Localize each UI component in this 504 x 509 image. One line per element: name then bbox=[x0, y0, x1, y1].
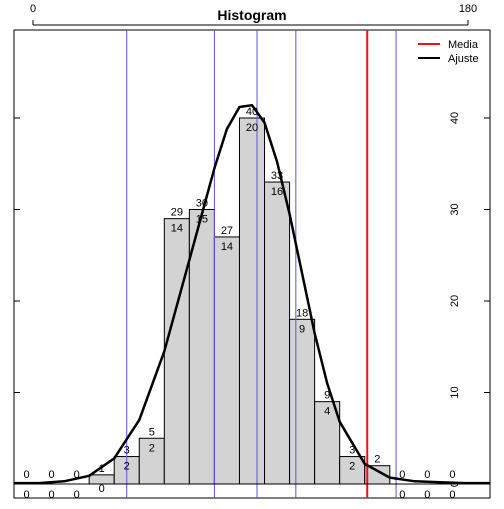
bar-count-sublabel: 0 bbox=[449, 489, 455, 501]
bar-count-label: 1 bbox=[99, 463, 105, 475]
histogram-bar bbox=[289, 318, 316, 485]
bar-count-sublabel: 15 bbox=[196, 214, 208, 226]
bar-count-sublabel: 20 bbox=[246, 122, 258, 134]
bar-count-label: 27 bbox=[221, 225, 233, 237]
bar-count-label: 0 bbox=[449, 469, 455, 481]
legend-label: Media bbox=[448, 39, 479, 51]
histogram-bar bbox=[264, 181, 291, 485]
bar-count-label: 0 bbox=[399, 469, 405, 481]
bar-count-label: 5 bbox=[149, 426, 155, 438]
bar-count-label: 0 bbox=[424, 469, 430, 481]
bar-count-label: 18 bbox=[296, 307, 308, 319]
legend-label: Ajuste bbox=[448, 53, 479, 65]
plot-frame bbox=[13, 29, 491, 499]
bar-count-label: 3 bbox=[124, 445, 130, 457]
bar-count-sublabel: 2 bbox=[149, 442, 155, 454]
bar-count-label: 3 bbox=[349, 445, 355, 457]
bar-count-sublabel: 0 bbox=[74, 489, 80, 501]
right-axis-tick-label: 40 bbox=[449, 112, 461, 124]
bar-count-sublabel: 0 bbox=[23, 489, 29, 501]
chart-title: Histogram bbox=[217, 7, 286, 23]
bar-count-label: 0 bbox=[49, 469, 55, 481]
bar-count-label: 40 bbox=[246, 106, 258, 118]
histogram-bar bbox=[138, 437, 165, 485]
bar-count-sublabel: 0 bbox=[49, 489, 55, 501]
bar-count-label: 9 bbox=[324, 390, 330, 402]
bar-count-sublabel: 2 bbox=[349, 461, 355, 473]
bar-count-label: 2 bbox=[374, 454, 380, 466]
bar-count-sublabel: 2 bbox=[124, 461, 130, 473]
histogram-bar bbox=[188, 209, 215, 485]
bar-count-sublabel: 16 bbox=[271, 186, 283, 198]
bar-count-sublabel: 14 bbox=[221, 241, 233, 253]
top-axis-tick-label: 180 bbox=[459, 3, 477, 15]
bar-count-label: 29 bbox=[171, 207, 183, 219]
bar-count-sublabel: 0 bbox=[99, 483, 105, 495]
histogram-bar bbox=[213, 236, 240, 485]
histogram-bar bbox=[163, 218, 190, 485]
fit-curve bbox=[14, 103, 490, 485]
bar-count-label: 33 bbox=[271, 170, 283, 182]
bar-count-sublabel: 0 bbox=[399, 489, 405, 501]
bar-count-label: 30 bbox=[196, 198, 208, 210]
top-axis-tick-label: 0 bbox=[30, 3, 36, 15]
right-axis-tick-label: 10 bbox=[449, 386, 461, 398]
histogram-bar bbox=[238, 117, 266, 485]
bar-count-label: 0 bbox=[74, 469, 80, 481]
right-axis-tick-label: 20 bbox=[449, 295, 461, 307]
bar-count-sublabel: 4 bbox=[324, 406, 330, 418]
bar-count-sublabel: 0 bbox=[424, 489, 430, 501]
bar-count-sublabel: 9 bbox=[299, 323, 305, 335]
bar-count-label: 0 bbox=[23, 469, 29, 481]
right-axis-tick-label: 30 bbox=[449, 203, 461, 215]
bar-count-sublabel: 14 bbox=[171, 223, 183, 235]
